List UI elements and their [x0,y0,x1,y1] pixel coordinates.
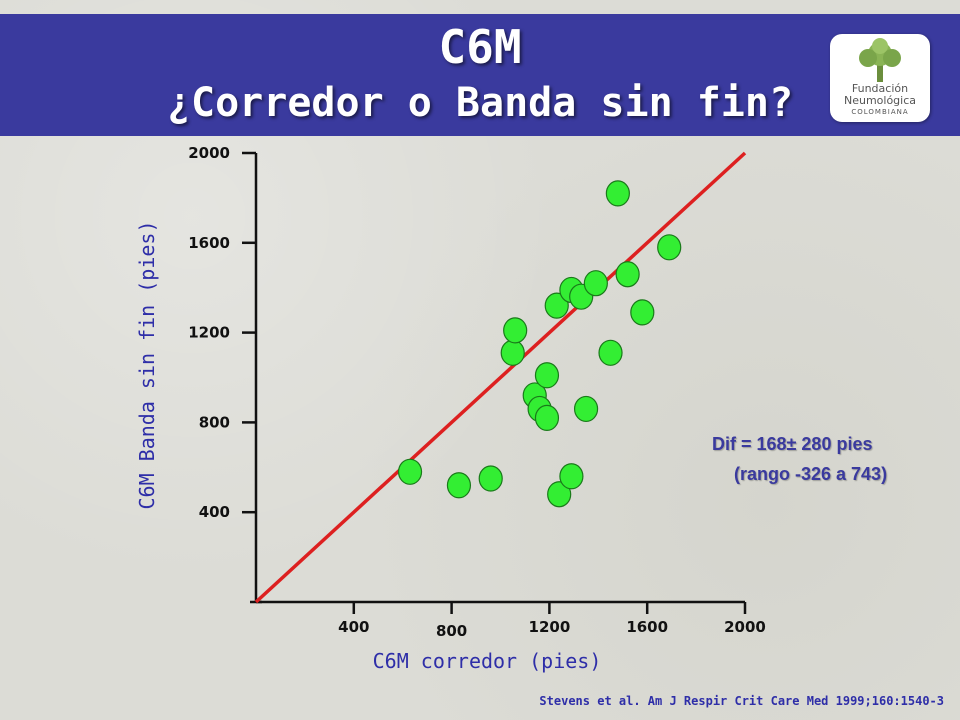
y-tick-label: 800 [199,413,230,431]
data-point [534,362,560,389]
logo-text-line1: Fundación [851,82,909,95]
data-point [503,317,528,344]
x-tick-label: 800 [436,622,467,640]
slide-title: C6M [438,20,522,74]
x-tick-label: 1200 [529,618,571,636]
y-tick-label: 1600 [188,234,230,252]
annotation-line2: (rango -326 a 743) [734,464,888,484]
citation-text: Stevens et al. Am J Respir Crit Care Med… [539,694,944,708]
y-axis-label: C6M Banda sin fin (pies) [135,221,159,510]
data-point [559,463,584,490]
foundation-logo: Fundación Neumológica COLOMBIANA [830,34,930,122]
data-point [544,292,569,319]
data-point [573,395,599,423]
y-tick-label: 400 [199,503,230,521]
data-point [605,180,630,207]
data-point [598,339,623,366]
x-tick-label: 1600 [626,618,668,636]
header-band [0,14,960,136]
data-point [583,270,608,297]
annotation-line1: Dif = 168± 280 pies [712,434,873,454]
x-tick-label: 400 [338,618,369,636]
identity-line [254,151,747,604]
x-axis-label: C6M corredor (pies) [373,649,602,673]
data-point [500,339,525,366]
logo-text-line2: Neumológica [843,94,917,107]
data-point [615,261,640,288]
data-point [630,299,655,326]
data-point [446,472,472,499]
data-point [478,465,503,492]
logo-text-line3: COLOMBIANA [851,108,909,116]
y-tick-label: 1200 [188,324,230,342]
data-point [657,234,682,261]
slide-subtitle: ¿Corredor o Banda sin fin? [166,80,794,126]
data-point [534,404,560,432]
data-point [397,458,423,485]
data-point [547,481,572,508]
tree-icon [859,38,901,82]
y-tick-label: 2000 [188,144,230,162]
x-tick-label: 2000 [724,618,766,636]
